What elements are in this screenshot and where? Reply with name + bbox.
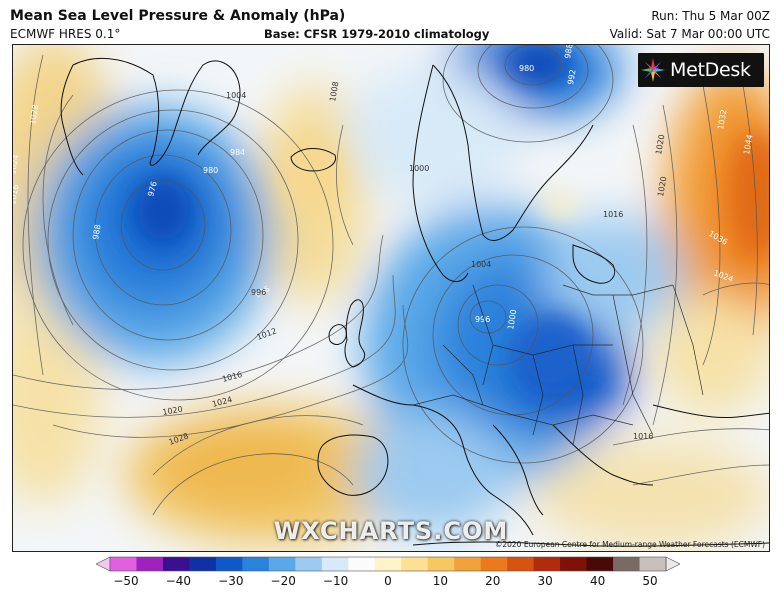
- greenland-coast: [72, 57, 241, 166]
- colorbar-segment: [427, 557, 455, 571]
- colorbar-tick-label: −20: [270, 574, 296, 588]
- colorbar-tick-label: −40: [165, 574, 192, 588]
- isobar-label: 1000: [506, 309, 518, 331]
- iberia-coast: [317, 434, 389, 496]
- wxcharts-watermark: WXCHARTS.COM: [273, 517, 509, 545]
- colorbar-segment: [639, 557, 667, 571]
- colorbar-segment: [613, 557, 641, 571]
- isobar-label: 1044: [742, 134, 754, 156]
- colorbar-tick-label: 40: [589, 574, 606, 588]
- base-climatology-label: Base: CFSR 1979-2010 climatology: [264, 27, 490, 41]
- country-borders: [412, 284, 704, 446]
- colorbar-tick-label: 50: [642, 574, 658, 588]
- norway-coast: [412, 64, 469, 282]
- colorbar-tick-label: 10: [432, 574, 449, 588]
- isobar-label: 988: [563, 45, 575, 59]
- metdesk-logo: MetDesk: [638, 53, 764, 87]
- metdesk-logo-text: MetDesk: [670, 59, 751, 81]
- map-canvas: 1028 1024 1016 980 976 984 988 996 1004 …: [13, 45, 769, 551]
- pressure-anomaly-map[interactable]: 1028 1024 1016 980 976 984 988 996 1004 …: [12, 44, 770, 552]
- colorbar-segment: [321, 557, 349, 571]
- colorbar-segment: [374, 557, 402, 571]
- chart-title: Mean Sea Level Pressure & Anomaly (hPa): [10, 8, 346, 24]
- isobar-label: 1004: [226, 91, 246, 100]
- colorbar-segment: [215, 557, 243, 571]
- isobar-label: 1016: [633, 432, 653, 441]
- great-britain-coast: [344, 299, 366, 368]
- anomaly-field-detail: [138, 45, 769, 395]
- colorbar-tick-label: −30: [218, 574, 244, 588]
- balkans-coast: [552, 424, 654, 486]
- isobar-label: 980: [519, 64, 534, 73]
- colorbar-segment: [110, 557, 137, 571]
- colorbar-segment: [586, 557, 614, 571]
- colorbar-segment: [480, 557, 508, 571]
- isobar-label: 1008: [328, 81, 340, 103]
- italy-coast: [492, 424, 544, 516]
- isobar-label: 996: [475, 315, 490, 324]
- model-label: ECMWF HRES 0.1°: [10, 27, 121, 41]
- isobar-label: 988: [91, 224, 103, 241]
- isobar-label: 1016: [13, 184, 21, 206]
- black-sea-coast: [652, 404, 769, 418]
- colorbar-segment: [268, 557, 296, 571]
- colorbar-min-arrow: [96, 556, 111, 572]
- ireland-coast: [328, 324, 347, 345]
- isobar-label: 1020: [162, 405, 184, 417]
- isobar-label: 1032: [716, 109, 728, 131]
- coastlines: [60, 57, 769, 547]
- isobar-lines: [13, 45, 769, 516]
- colorbar-max-arrow: [665, 556, 680, 572]
- isobar-label: 980: [203, 166, 218, 175]
- isobar-label: 1020: [654, 134, 666, 156]
- iceland-coast: [290, 148, 337, 172]
- france-italy-coast: [352, 384, 534, 536]
- colorbar-segment: [295, 557, 323, 571]
- colorbar-segment: [136, 557, 164, 571]
- colorbar-segment: [189, 557, 217, 571]
- valid-time-label: Valid: Sat 7 Mar 00:00 UTC: [609, 27, 770, 41]
- isobar-label: 1020: [656, 176, 668, 198]
- colorbar-segment: [454, 557, 482, 571]
- colorbar-tick-label: 20: [485, 574, 501, 588]
- baltic-coast: [572, 244, 616, 284]
- colorbar-segment: [242, 557, 270, 571]
- metdesk-star-icon: [641, 58, 665, 82]
- isobar-label: 1004: [471, 260, 491, 269]
- colorbar-tick-label: −50: [113, 574, 139, 588]
- isobar-label: 1000: [409, 164, 429, 173]
- isobar-label: 996: [251, 288, 266, 297]
- ecmwf-copyright: ©2020 European Centre for Medium-range W…: [494, 540, 765, 549]
- isobar-label: 1028: [28, 104, 40, 126]
- colorbar-segment: [401, 557, 429, 571]
- colorbar-segments: [96, 556, 680, 572]
- isobar-label: 1024: [13, 154, 21, 176]
- colorbar-tick-label: 0: [384, 574, 392, 588]
- anomaly-colorbar: [96, 556, 680, 572]
- colorbar-segment: [162, 557, 190, 571]
- scandinavia-coast: [432, 64, 594, 241]
- anomaly-field: [13, 45, 769, 550]
- colorbar-segment: [507, 557, 535, 571]
- colorbar-segment: [533, 557, 561, 571]
- colorbar-frame: [109, 556, 667, 572]
- colorbar-segment: [348, 557, 376, 571]
- isobar-label: 1016: [603, 210, 623, 219]
- colorbar-tick-label: −10: [322, 574, 349, 588]
- isobar-label: 984: [230, 148, 245, 157]
- colorbar-tick-label: 30: [537, 574, 553, 588]
- isobar-label: 976: [146, 180, 159, 197]
- greenland-west-coast: [60, 64, 84, 176]
- run-time-label: Run: Thu 5 Mar 00Z: [651, 9, 770, 23]
- colorbar-segment: [560, 557, 588, 571]
- isobar-label: 992: [566, 69, 578, 86]
- north-africa-coast: [412, 541, 769, 547]
